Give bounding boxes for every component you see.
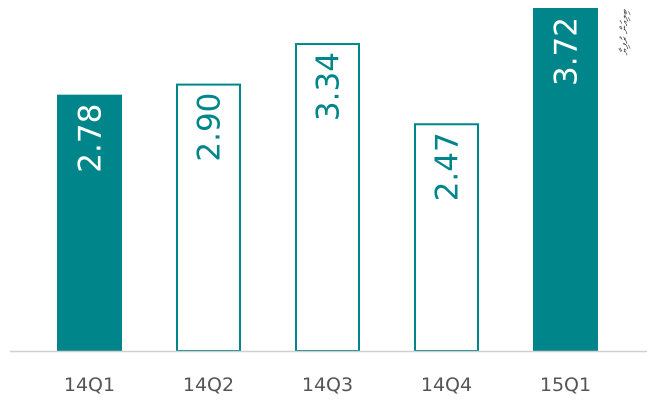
bar-14Q2 — [176, 83, 241, 353]
x-tick-label: 15Q1 — [540, 374, 591, 396]
bar-14Q3 — [295, 43, 360, 353]
bar-14Q1 — [57, 94, 122, 351]
x-tick-label: 14Q2 — [183, 374, 234, 396]
bar-value-label: 2.90 — [192, 93, 228, 162]
bar-14Q4 — [414, 123, 479, 353]
bars-group: 2.78 2.90 3.34 2.47 3.72 — [57, 8, 598, 353]
bar-value-label: 2.78 — [73, 104, 109, 173]
bar-value-label: 3.72 — [549, 17, 585, 86]
bar-15Q1 — [533, 8, 598, 351]
bar-value-label: 3.34 — [311, 52, 347, 121]
x-tick-labels: 14Q1 14Q2 14Q3 14Q4 15Q1 — [64, 374, 591, 396]
unit-label: ބިލިއަން ރުފިޔާ — [618, 9, 631, 55]
bar-value-label: 2.47 — [430, 132, 466, 201]
x-tick-label: 14Q4 — [421, 374, 472, 396]
x-tick-label: 14Q3 — [302, 374, 353, 396]
x-tick-label: 14Q1 — [64, 374, 115, 396]
